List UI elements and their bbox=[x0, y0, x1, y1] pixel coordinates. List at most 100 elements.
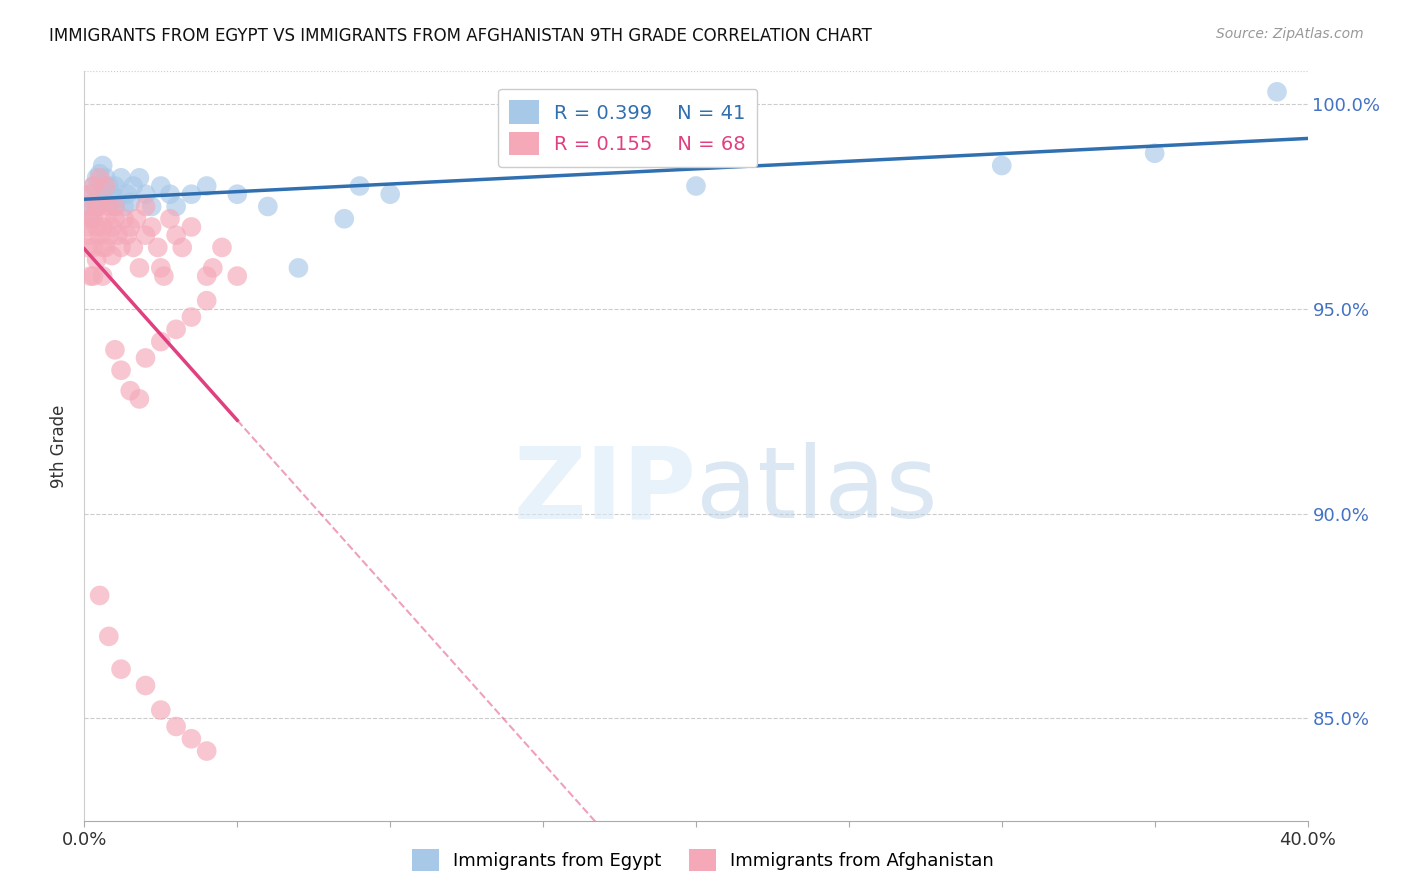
Point bbox=[153, 269, 176, 284]
Text: Source: ZipAtlas.com: Source: ZipAtlas.com bbox=[1216, 27, 1364, 41]
Point bbox=[101, 249, 124, 263]
Point bbox=[333, 211, 356, 226]
Point bbox=[76, 199, 98, 213]
Point bbox=[165, 719, 187, 733]
Point bbox=[159, 211, 181, 226]
Point bbox=[76, 240, 98, 254]
Point bbox=[83, 195, 105, 210]
Point bbox=[135, 351, 157, 365]
Point bbox=[287, 260, 309, 275]
Point bbox=[86, 199, 108, 213]
Point bbox=[104, 343, 127, 357]
Point bbox=[349, 179, 371, 194]
Point bbox=[89, 170, 111, 185]
Text: ZIP: ZIP bbox=[513, 442, 696, 540]
Point bbox=[195, 179, 218, 194]
Point bbox=[79, 211, 101, 226]
Point bbox=[211, 240, 233, 254]
Point bbox=[83, 179, 105, 194]
Point bbox=[94, 240, 117, 254]
Point bbox=[226, 187, 249, 202]
Point bbox=[165, 228, 187, 243]
Point bbox=[89, 589, 111, 603]
Point bbox=[120, 195, 142, 210]
Point bbox=[89, 228, 111, 243]
Point bbox=[76, 219, 98, 234]
Point bbox=[180, 187, 202, 202]
Point bbox=[180, 731, 202, 746]
Point bbox=[101, 187, 124, 202]
Point bbox=[101, 219, 124, 234]
Point bbox=[104, 199, 127, 213]
Point bbox=[141, 199, 163, 213]
Point bbox=[195, 293, 218, 308]
Point bbox=[226, 269, 249, 284]
Point bbox=[110, 240, 132, 254]
Point bbox=[135, 199, 157, 213]
Point bbox=[135, 187, 157, 202]
Point bbox=[107, 228, 129, 243]
Point bbox=[89, 167, 111, 181]
Point bbox=[991, 159, 1014, 173]
Point bbox=[128, 392, 150, 406]
Point bbox=[86, 252, 108, 267]
Point bbox=[104, 211, 127, 226]
Point bbox=[128, 260, 150, 275]
Point bbox=[91, 219, 114, 234]
Point bbox=[112, 199, 135, 213]
Point bbox=[128, 170, 150, 185]
Point bbox=[149, 179, 172, 194]
Legend: R = 0.399    N = 41, R = 0.155    N = 68: R = 0.399 N = 41, R = 0.155 N = 68 bbox=[498, 88, 758, 167]
Point bbox=[135, 679, 157, 693]
Point bbox=[110, 363, 132, 377]
Point bbox=[180, 310, 202, 324]
Point bbox=[79, 187, 101, 202]
Point bbox=[97, 228, 120, 243]
Point bbox=[91, 159, 114, 173]
Point bbox=[79, 269, 101, 284]
Point bbox=[83, 211, 105, 226]
Point bbox=[1143, 146, 1166, 161]
Point bbox=[110, 170, 132, 185]
Point bbox=[94, 179, 117, 194]
Point bbox=[86, 199, 108, 213]
Point bbox=[685, 179, 707, 194]
Point bbox=[195, 744, 218, 758]
Point bbox=[89, 191, 111, 205]
Text: IMMIGRANTS FROM EGYPT VS IMMIGRANTS FROM AFGHANISTAN 9TH GRADE CORRELATION CHART: IMMIGRANTS FROM EGYPT VS IMMIGRANTS FROM… bbox=[49, 27, 872, 45]
Point bbox=[97, 199, 120, 213]
Point bbox=[97, 629, 120, 643]
Point bbox=[141, 219, 163, 234]
Point bbox=[91, 240, 114, 254]
Point bbox=[257, 199, 280, 213]
Point bbox=[94, 170, 117, 185]
Point bbox=[83, 240, 105, 254]
Point bbox=[83, 179, 105, 194]
Point bbox=[79, 228, 101, 243]
Point bbox=[122, 240, 145, 254]
Point bbox=[79, 187, 101, 202]
Point bbox=[172, 240, 194, 254]
Point bbox=[159, 187, 181, 202]
Point bbox=[115, 187, 138, 202]
Point bbox=[149, 334, 172, 349]
Text: atlas: atlas bbox=[696, 442, 938, 540]
Point bbox=[180, 219, 202, 234]
Point bbox=[91, 269, 114, 284]
Point bbox=[86, 219, 108, 234]
Point bbox=[83, 269, 105, 284]
Point bbox=[165, 322, 187, 336]
Point bbox=[79, 211, 101, 226]
Point bbox=[135, 228, 157, 243]
Point bbox=[120, 384, 142, 398]
Point bbox=[94, 195, 117, 210]
Point bbox=[104, 179, 127, 194]
Point bbox=[94, 211, 117, 226]
Point bbox=[125, 211, 148, 226]
Point bbox=[380, 187, 402, 202]
Point bbox=[86, 170, 108, 185]
Point bbox=[165, 199, 187, 213]
Legend: Immigrants from Egypt, Immigrants from Afghanistan: Immigrants from Egypt, Immigrants from A… bbox=[405, 842, 1001, 879]
Point bbox=[201, 260, 224, 275]
Point bbox=[76, 199, 98, 213]
